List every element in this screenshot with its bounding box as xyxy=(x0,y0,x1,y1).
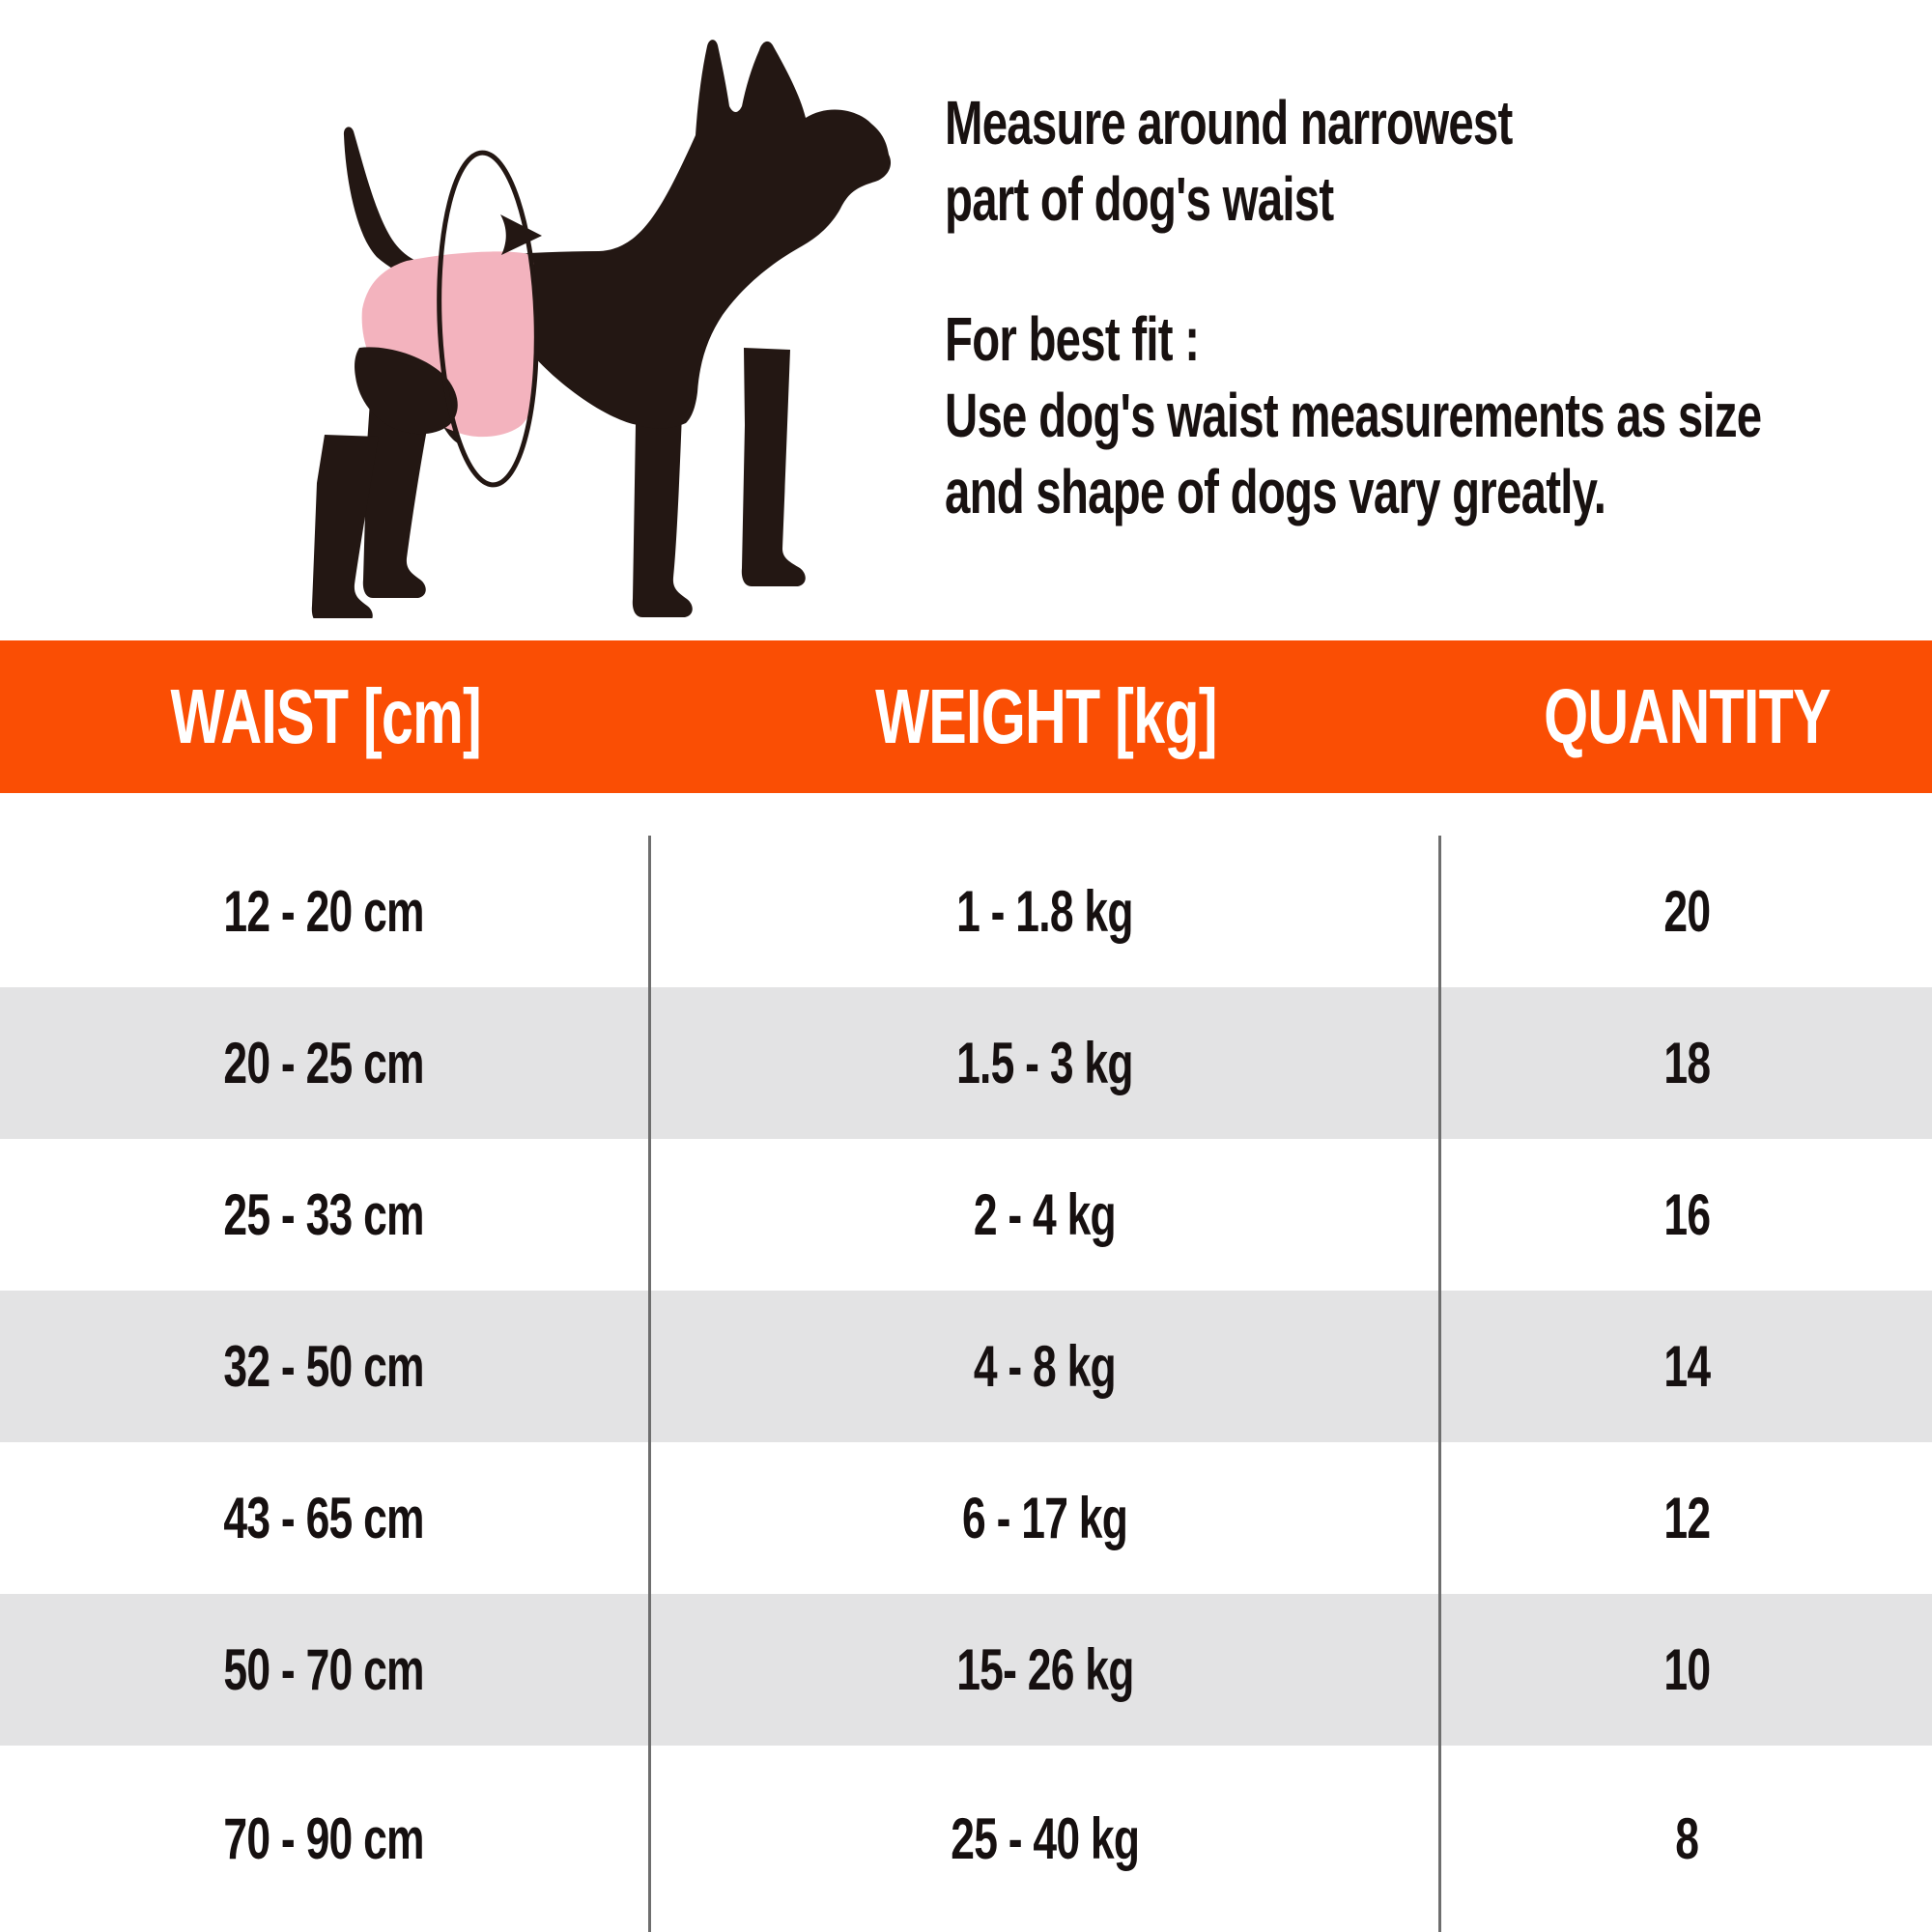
header-quantity: QUANTITY xyxy=(1441,640,1932,793)
dog-hind-thigh xyxy=(355,347,458,435)
weight-value: 15- 26 kg xyxy=(955,1637,1134,1702)
table-row: 25 - 33 cm 2 - 4 kg 16 xyxy=(0,1139,1932,1291)
quantity-cell: 10 xyxy=(1441,1594,1932,1746)
quantity-cell: 20 xyxy=(1441,836,1932,987)
weight-cell: 1.5 - 3 kg xyxy=(651,987,1441,1139)
waist-cell: 25 - 33 cm xyxy=(0,1139,651,1291)
measure-text-line1: Measure around narrowest xyxy=(945,85,1932,161)
waist-cell: 12 - 20 cm xyxy=(0,836,651,987)
measure-instructions: Measure around narrowest part of dog's w… xyxy=(945,85,1932,530)
table-row: 12 - 20 cm 1 - 1.8 kg 20 xyxy=(0,836,1932,987)
weight-cell: 1 - 1.8 kg xyxy=(651,836,1441,987)
weight-cell: 2 - 4 kg xyxy=(651,1139,1441,1291)
table-row: 50 - 70 cm 15- 26 kg 10 xyxy=(0,1594,1932,1746)
weight-cell: 25 - 40 kg xyxy=(651,1746,1441,1932)
measure-text-line1-text: Measure around narrowest xyxy=(945,88,1513,157)
waist-cell: 50 - 70 cm xyxy=(0,1594,651,1746)
header-weight-text: WEIGHT [kg] xyxy=(875,673,1217,759)
weight-value: 2 - 4 kg xyxy=(973,1182,1117,1247)
weight-cell: 6 - 17 kg xyxy=(651,1442,1441,1594)
quantity-value: 10 xyxy=(1663,1637,1711,1702)
quantity-value: 18 xyxy=(1663,1031,1711,1095)
waist-value: 25 - 33 cm xyxy=(223,1182,425,1247)
table-header-bar: WAIST [cm] WEIGHT [kg] QUANTITY xyxy=(0,640,1932,793)
table-row: 32 - 50 cm 4 - 8 kg 14 xyxy=(0,1291,1932,1442)
header-quantity-text: QUANTITY xyxy=(1543,673,1831,759)
waist-cell: 70 - 90 cm xyxy=(0,1746,651,1932)
quantity-cell: 8 xyxy=(1441,1746,1932,1932)
best-fit-title: For best fit : xyxy=(945,301,1932,378)
quantity-cell: 12 xyxy=(1441,1442,1932,1594)
measure-text-line2-text: part of dog's waist xyxy=(945,164,1334,234)
weight-cell: 4 - 8 kg xyxy=(651,1291,1441,1442)
best-fit-line1-text: Use dog's waist measurements as size xyxy=(945,381,1762,450)
measure-around-waist-arrow xyxy=(437,150,542,488)
weight-cell: 15- 26 kg xyxy=(651,1594,1441,1746)
waist-value: 50 - 70 cm xyxy=(223,1637,425,1702)
best-fit-line2-text: and shape of dogs vary greatly. xyxy=(945,457,1606,526)
weight-value: 4 - 8 kg xyxy=(973,1334,1117,1399)
waist-cell: 32 - 50 cm xyxy=(0,1291,651,1442)
weight-value: 1 - 1.8 kg xyxy=(956,879,1133,944)
text-spacer xyxy=(945,238,1932,301)
header-weight: WEIGHT [kg] xyxy=(651,640,1441,793)
weight-value: 1.5 - 3 kg xyxy=(956,1031,1133,1095)
waist-value: 32 - 50 cm xyxy=(223,1334,425,1399)
weight-value: 6 - 17 kg xyxy=(961,1486,1128,1550)
dog-diaper-illustration xyxy=(311,40,892,618)
waist-value: 70 - 90 cm xyxy=(223,1806,425,1871)
quantity-value: 16 xyxy=(1663,1182,1711,1247)
measure-text-line2: part of dog's waist xyxy=(945,161,1932,238)
waist-value: 20 - 25 cm xyxy=(223,1031,425,1095)
header-waist-text: WAIST [cm] xyxy=(170,673,481,759)
quantity-value: 8 xyxy=(1675,1806,1699,1871)
waist-cell: 20 - 25 cm xyxy=(0,987,651,1139)
header-waist: WAIST [cm] xyxy=(0,640,651,793)
size-table: 12 - 20 cm 1 - 1.8 kg 20 20 - 25 cm 1.5 … xyxy=(0,836,1932,1932)
quantity-cell: 18 xyxy=(1441,987,1932,1139)
waist-value: 12 - 20 cm xyxy=(223,879,425,944)
waist-cell: 43 - 65 cm xyxy=(0,1442,651,1594)
quantity-cell: 14 xyxy=(1441,1291,1932,1442)
weight-value: 25 - 40 kg xyxy=(951,1806,1140,1871)
best-fit-title-text: For best fit : xyxy=(945,304,1200,374)
quantity-value: 12 xyxy=(1663,1486,1711,1550)
waist-value: 43 - 65 cm xyxy=(223,1486,425,1550)
quantity-cell: 16 xyxy=(1441,1139,1932,1291)
table-row: 70 - 90 cm 25 - 40 kg 8 xyxy=(0,1746,1932,1932)
quantity-value: 20 xyxy=(1663,879,1711,944)
table-row: 43 - 65 cm 6 - 17 kg 12 xyxy=(0,1442,1932,1594)
table-row: 20 - 25 cm 1.5 - 3 kg 18 xyxy=(0,987,1932,1139)
quantity-value: 14 xyxy=(1663,1334,1711,1399)
best-fit-line1: Use dog's waist measurements as size xyxy=(945,378,1932,454)
best-fit-line2: and shape of dogs vary greatly. xyxy=(945,454,1932,530)
